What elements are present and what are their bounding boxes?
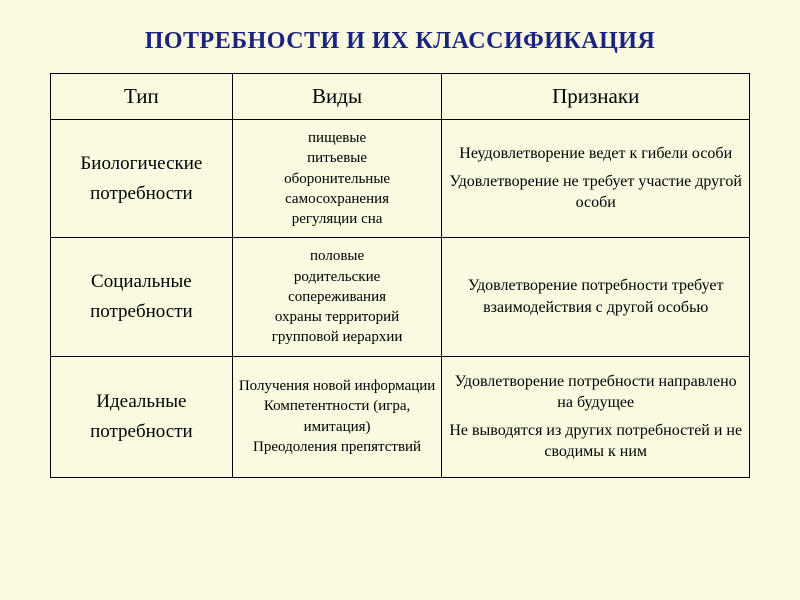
kind-item: сопереживания bbox=[288, 289, 386, 305]
type-line: Биологические bbox=[80, 153, 202, 174]
kinds-cell: половые родительские сопереживания охран… bbox=[232, 238, 442, 356]
kind-item: охраны территорий bbox=[275, 309, 399, 325]
table-row: Социальные потребности половые родительс… bbox=[51, 238, 750, 356]
kind-item: групповой иерархии bbox=[272, 329, 403, 345]
col-header-features: Признаки bbox=[442, 74, 750, 120]
kind-item: Компетентности (игра, имитация) bbox=[264, 398, 410, 434]
type-line: Социальные bbox=[91, 271, 192, 292]
kind-item: питьевые bbox=[307, 150, 367, 166]
kind-item: пищевые bbox=[308, 130, 366, 146]
feature-text: Не выводятся из других потребностей и не… bbox=[448, 420, 743, 463]
kind-item: половые bbox=[310, 248, 364, 264]
col-header-kinds: Виды bbox=[232, 74, 442, 120]
kind-item: оборонительные bbox=[284, 171, 390, 187]
type-cell: Биологические потребности bbox=[51, 120, 233, 238]
kinds-cell: пищевые питьевые оборонительные самосохр… bbox=[232, 120, 442, 238]
table-row: Идеальные потребности Получения новой ин… bbox=[51, 356, 750, 477]
table-row: Биологические потребности пищевые питьев… bbox=[51, 120, 750, 238]
feature-text: Удовлетворение не требует участие другой… bbox=[448, 171, 743, 214]
kinds-cell: Получения новой информации Компетентност… bbox=[232, 356, 442, 477]
type-cell: Идеальные потребности bbox=[51, 356, 233, 477]
table-header-row: Тип Виды Признаки bbox=[51, 74, 750, 120]
kind-item: родительские bbox=[294, 269, 380, 285]
features-cell: Неудовлетворение ведет к гибели особи Уд… bbox=[442, 120, 750, 238]
type-line: потребности bbox=[90, 421, 193, 442]
type-cell: Социальные потребности bbox=[51, 238, 233, 356]
type-line: потребности bbox=[90, 183, 193, 204]
kind-item: регуляции сна bbox=[292, 211, 383, 227]
feature-text: Удовлетворение потребности направлено на… bbox=[448, 371, 743, 414]
feature-text: Удовлетворение потребности требует взаим… bbox=[448, 275, 743, 318]
needs-table: Тип Виды Признаки Биологические потребно… bbox=[50, 73, 750, 478]
col-header-type: Тип bbox=[51, 74, 233, 120]
features-cell: Удовлетворение потребности требует взаим… bbox=[442, 238, 750, 356]
kind-item: самосохранения bbox=[285, 191, 389, 207]
page-title: ПОТРЕБНОСТИ И ИХ КЛАССИФИКАЦИЯ bbox=[50, 28, 750, 55]
feature-text: Неудовлетворение ведет к гибели особи bbox=[448, 143, 743, 165]
kind-item: Получения новой информации bbox=[239, 378, 436, 394]
kind-item: Преодоления препятствий bbox=[253, 439, 421, 455]
type-line: Идеальные bbox=[96, 391, 186, 412]
features-cell: Удовлетворение потребности направлено на… bbox=[442, 356, 750, 477]
type-line: потребности bbox=[90, 301, 193, 322]
